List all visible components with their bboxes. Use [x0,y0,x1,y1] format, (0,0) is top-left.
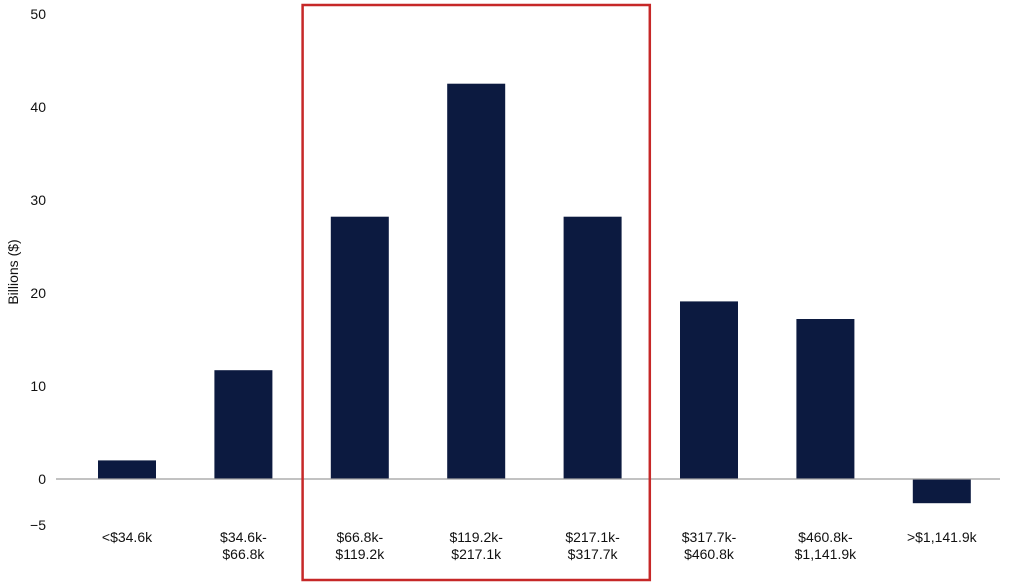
y-tick-label: 0 [38,471,46,487]
category-label: $34.6k-$66.8k [220,529,267,562]
bar [796,319,855,479]
bar [98,460,156,479]
y-tick-label: −5 [30,517,46,533]
y-tick-label: 30 [30,192,46,208]
y-tick-label: 20 [30,285,46,301]
y-tick-label: 50 [30,6,46,22]
y-tick-label: 40 [30,99,46,115]
bars-group [98,83,971,504]
category-label: >$1,141.9k [907,529,978,545]
bar [912,479,971,504]
category-label: $217.1k-$317.7k [565,529,620,562]
category-label: $317.7k-$460.8k [682,529,737,562]
highlight-box [301,3,652,582]
category-labels: <$34.6k $34.6k-$66.8k $66.8k-$119.2k $119.2… [102,529,978,562]
category-label: $460.8k-$1,141.9k [795,529,857,562]
y-axis-ticks: −5 0 10 20 30 40 50 [30,6,46,533]
bar [563,216,622,479]
y-axis-title: Billions ($) [5,239,21,304]
category-label: <$34.6k [102,529,153,545]
y-tick-label: 10 [30,378,46,394]
bar [330,216,389,479]
bar [447,83,506,479]
bar [680,301,738,479]
category-label: $119.2k-$217.1k [449,529,503,562]
category-label: $66.8k-$119.2k [335,529,385,562]
bar [214,370,273,479]
